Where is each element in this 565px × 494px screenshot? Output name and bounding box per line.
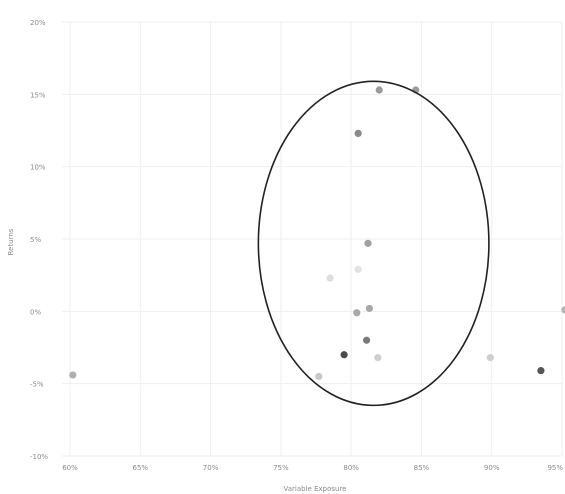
data-point: [69, 371, 77, 379]
y-axis-title: Returns: [7, 228, 15, 255]
axis-ticks: 20% 15% 10% 5% 0% -5% -10% 60% 65% 70% 75% 80% 85% 90…: [30, 19, 563, 472]
annotations: [257, 80, 490, 407]
data-point: [363, 336, 371, 344]
data-point: [374, 354, 382, 362]
x-tick-label: 60%: [62, 464, 78, 472]
x-axis-title: Variable Exposure: [284, 485, 347, 493]
x-tick-label: 65%: [133, 464, 149, 472]
data-points: [69, 86, 565, 381]
x-tick-label: 75%: [273, 464, 289, 472]
data-point: [375, 86, 383, 94]
grid: [62, 21, 563, 457]
data-point: [354, 265, 362, 273]
y-tick-label: -10%: [30, 453, 48, 461]
data-point: [486, 354, 494, 362]
y-tick-label: 10%: [30, 164, 46, 172]
data-point: [364, 239, 372, 247]
data-point: [326, 274, 334, 282]
data-point: [315, 372, 323, 381]
data-point: [353, 309, 361, 317]
y-tick-label: -5%: [30, 381, 44, 389]
x-tick-label: 70%: [203, 464, 219, 472]
data-point: [537, 367, 545, 375]
x-tick-label: 85%: [414, 464, 430, 472]
x-tick-label: 95%: [547, 464, 563, 472]
data-point: [354, 129, 362, 137]
y-tick-label: 0%: [30, 308, 41, 316]
y-tick-label: 20%: [30, 19, 46, 27]
data-point: [365, 304, 374, 313]
y-tick-label: 15%: [30, 91, 46, 99]
data-point: [561, 306, 565, 314]
data-point: [340, 351, 348, 359]
highlight-ellipse: [257, 80, 490, 407]
y-tick-label: 5%: [30, 236, 41, 244]
x-tick-label: 90%: [484, 464, 500, 472]
x-tick-label: 80%: [343, 464, 359, 472]
